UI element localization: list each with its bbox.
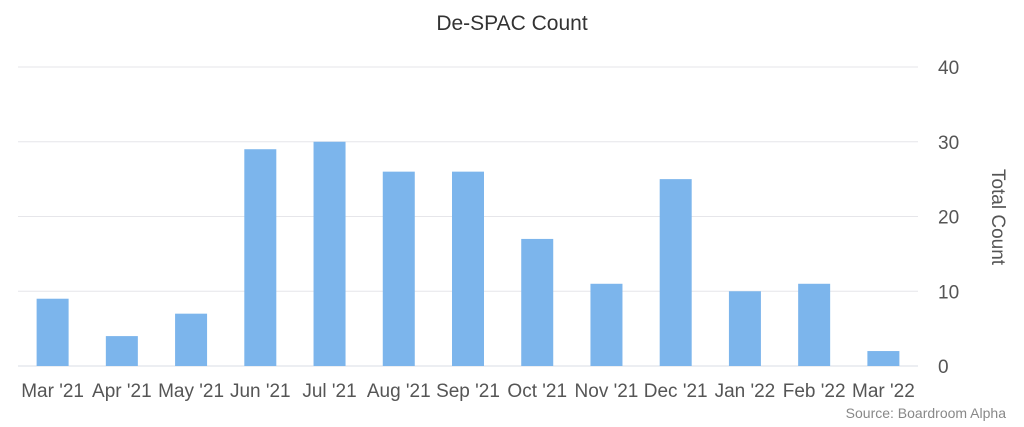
bar <box>867 351 900 366</box>
x-tick-label: Jul '21 <box>302 381 356 402</box>
y-axis-ticks: 0 10 20 30 40 <box>938 58 959 378</box>
y-axis-label: Total Count <box>987 169 1008 266</box>
y-tick-label: 10 <box>938 282 959 303</box>
bar <box>452 171 484 366</box>
x-tick-label: Mar '22 <box>852 381 915 402</box>
x-tick-label: Mar '21 <box>21 381 84 402</box>
x-tick-label: Apr '21 <box>92 381 152 402</box>
bar <box>313 141 346 366</box>
x-tick-label: Feb '22 <box>783 381 846 402</box>
chart-title: De-SPAC Count <box>436 12 588 35</box>
source-credit: Source: Boardroom Alpha <box>846 405 1007 421</box>
x-tick-label: Dec '21 <box>644 381 708 402</box>
x-axis-ticks: Mar '21 Apr '21 May '21 Jun '21 Jul '21 Aug '… <box>21 381 915 402</box>
x-tick-label: Jan '22 <box>715 381 776 402</box>
x-tick-label: Oct '21 <box>507 381 567 402</box>
x-tick-label: Aug '21 <box>367 381 431 402</box>
bar <box>728 291 761 366</box>
bar <box>521 238 554 366</box>
x-tick-label: May '21 <box>158 381 224 402</box>
bar <box>590 283 623 366</box>
x-tick-label: Sep '21 <box>436 381 500 402</box>
y-tick-label: 30 <box>938 133 959 154</box>
y-tick-label: 20 <box>938 208 959 229</box>
y-tick-label: 40 <box>938 58 959 79</box>
bar <box>36 298 69 366</box>
bar <box>659 179 692 366</box>
x-tick-label: Jun '21 <box>230 381 291 402</box>
bar <box>175 313 208 366</box>
y-tick-label: 0 <box>938 357 949 378</box>
bar <box>105 336 138 366</box>
bar <box>244 149 277 366</box>
bar <box>382 171 415 366</box>
x-tick-label: Nov '21 <box>575 381 639 402</box>
bars <box>36 141 900 366</box>
bar <box>798 283 831 366</box>
